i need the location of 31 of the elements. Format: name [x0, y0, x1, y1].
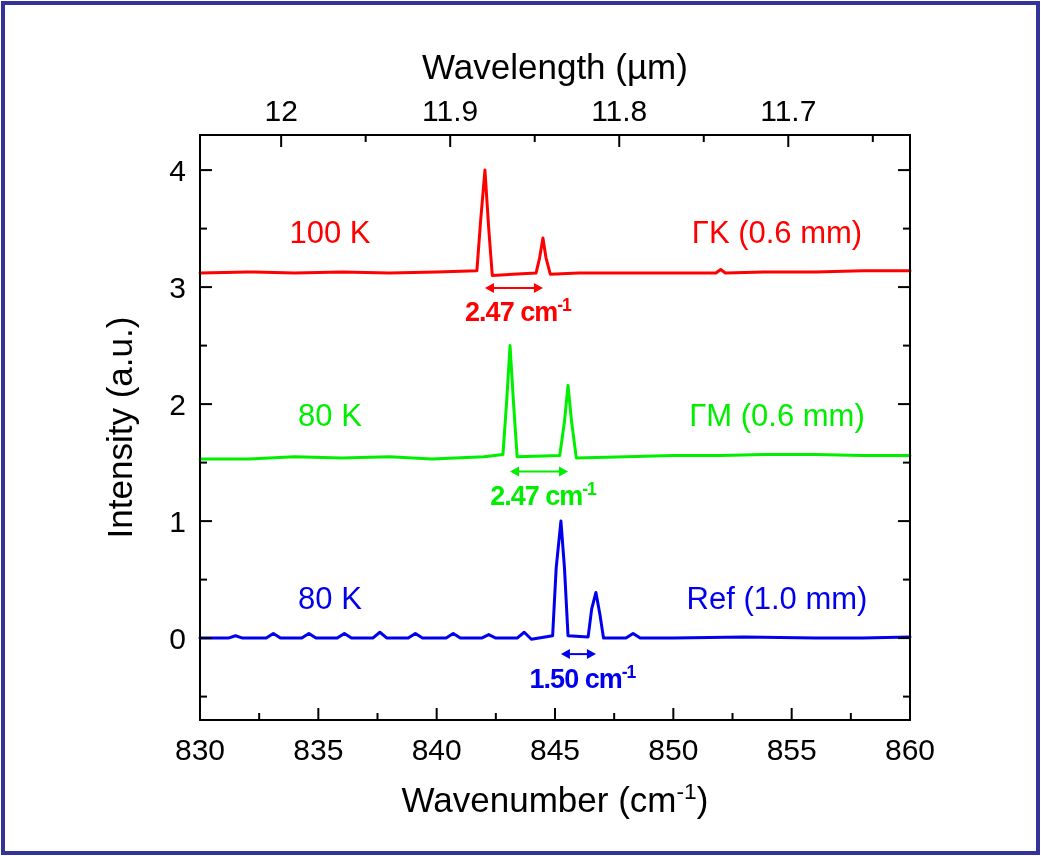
y-tick-label: 2 [169, 387, 186, 421]
x2-axis-title: Wavelength (µm) [422, 47, 688, 86]
x2-tick-label: 12 [264, 94, 298, 127]
line-series [198, 344, 912, 461]
x-tick-label: 860 [884, 733, 936, 766]
x2-tick-label: 11.7 [760, 94, 817, 127]
x2-tick-label: 11.8 [591, 94, 648, 127]
x-axis-title: Wavenumber (cm$^{-1}$) [401, 778, 709, 819]
annotation: 2.47 cm$^{-1}$ [465, 295, 573, 328]
annotation: ΓK (0.6 mm) [691, 214, 863, 250]
y-tick-label: 0 [169, 621, 186, 655]
y-tick-label: 1 [169, 504, 186, 538]
annotation: 2.47 cm$^{-1}$ [490, 479, 598, 512]
y-tick-label: 4 [169, 153, 186, 187]
annotation: 80 K [298, 580, 363, 616]
x-tick-label: 845 [529, 733, 581, 766]
annotation: 80 K [298, 398, 363, 434]
annotation: Ref (1.0 mm) [686, 580, 868, 616]
line-series [198, 519, 912, 641]
x-tick-label: 850 [648, 733, 699, 766]
annotation: 1.50 cm$^{-1}$ [529, 661, 637, 694]
x-tick-label: 855 [766, 733, 817, 766]
x2-tick-label: 11.9 [422, 94, 479, 127]
x-tick-label: 840 [411, 733, 462, 766]
y-axis-title: Intensity (a.u.) [100, 316, 139, 539]
y-tick-label: 3 [169, 270, 186, 304]
line-series [198, 168, 912, 277]
annotation: 100 K [289, 214, 371, 250]
annotation: ΓM (0.6 mm) [689, 398, 865, 434]
x-tick-label: 830 [174, 733, 226, 766]
x-tick-label: 835 [293, 733, 344, 766]
